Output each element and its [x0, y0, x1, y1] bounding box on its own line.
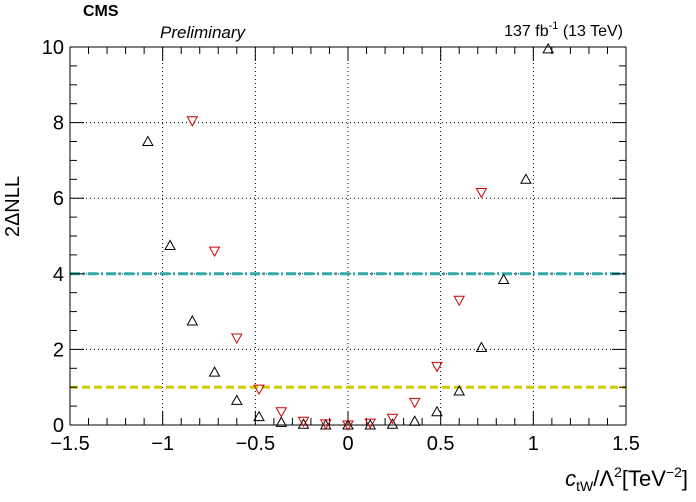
triangle-up-marker — [253, 410, 265, 422]
triangle-up-marker — [230, 394, 243, 405]
triangle-down-marker — [275, 407, 288, 418]
axis-ticks — [69, 46, 627, 426]
triangle-down-marker — [453, 295, 466, 307]
x-label-c: c — [565, 466, 577, 491]
y-tick-label: 6 — [53, 188, 64, 210]
triangle-up-marker — [297, 418, 310, 429]
y-tick-label: 4 — [53, 264, 64, 286]
triangle-down-marker — [386, 413, 399, 425]
triangle-up-marker — [542, 42, 555, 54]
triangle-down-marker — [408, 397, 421, 409]
triangle-down-marker — [431, 361, 443, 373]
triangle-up-marker — [208, 366, 221, 377]
data-markers — [141, 42, 555, 432]
triangle-up-marker — [408, 415, 421, 426]
x-tick-label: −0.5 — [236, 433, 275, 455]
x-tick-label: −1 — [151, 433, 174, 455]
triangle-down-marker — [364, 418, 377, 430]
triangle-down-marker — [230, 333, 243, 345]
tick-labels: −1.5 −1 −0.5 0 0.5 1 1.5 0 2 4 6 8 10 — [42, 37, 640, 455]
x-label-subscript: tW — [576, 478, 594, 494]
triangle-up-marker — [520, 173, 532, 184]
x-tick-label: 0 — [342, 433, 353, 455]
triangle-up-marker — [431, 405, 443, 417]
y-tick-label: 2 — [53, 339, 64, 361]
triangle-down-marker — [186, 116, 199, 127]
x-axis-label: ctW/Λ2[TeV−2] — [565, 464, 688, 494]
x-label-close: ] — [681, 466, 688, 491]
y-tick-label: 10 — [42, 37, 64, 59]
x-tick-label: −1.5 — [50, 433, 89, 455]
x-tick-label: 1 — [528, 433, 539, 455]
triangle-down-marker — [253, 384, 265, 396]
triangle-down-marker — [208, 246, 221, 258]
triangle-up-marker — [275, 416, 288, 427]
triangle-up-marker — [164, 239, 176, 250]
cms-label: CMS — [83, 3, 119, 20]
triangle-up-marker — [386, 418, 399, 429]
lumi-energy: (13 TeV) — [558, 23, 623, 40]
x-label-unit-power: −2 — [665, 464, 682, 480]
lumi-value: 137 fb — [504, 23, 549, 40]
x-tick-label: 1.5 — [612, 433, 640, 455]
y-tick-label: 8 — [53, 113, 64, 135]
triangle-up-marker — [141, 135, 154, 146]
triangle-down-marker — [342, 420, 354, 432]
triangle-down-marker — [297, 416, 310, 428]
y-tick-label: 0 — [53, 415, 64, 437]
x-label-lambda: /Λ — [593, 466, 615, 491]
grid-layer — [70, 47, 626, 425]
lumi-exponent: -1 — [548, 20, 559, 32]
luminosity-label: 137 fb-1 (13 TeV) — [504, 20, 623, 41]
preliminary-label: Preliminary — [160, 23, 246, 42]
y-axis-label: 2ΔNLL — [2, 176, 24, 238]
triangle-down-marker — [475, 188, 488, 199]
triangle-down-marker — [319, 419, 332, 430]
triangle-up-marker — [453, 384, 466, 396]
triangle-up-marker — [186, 315, 199, 326]
x-label-unit: [TeV — [621, 466, 666, 491]
triangle-up-marker — [497, 273, 510, 284]
x-label-power: 2 — [614, 464, 622, 480]
threshold-lines — [70, 272, 626, 389]
triangle-up-marker — [475, 341, 488, 353]
x-tick-label: 0.5 — [427, 433, 455, 455]
